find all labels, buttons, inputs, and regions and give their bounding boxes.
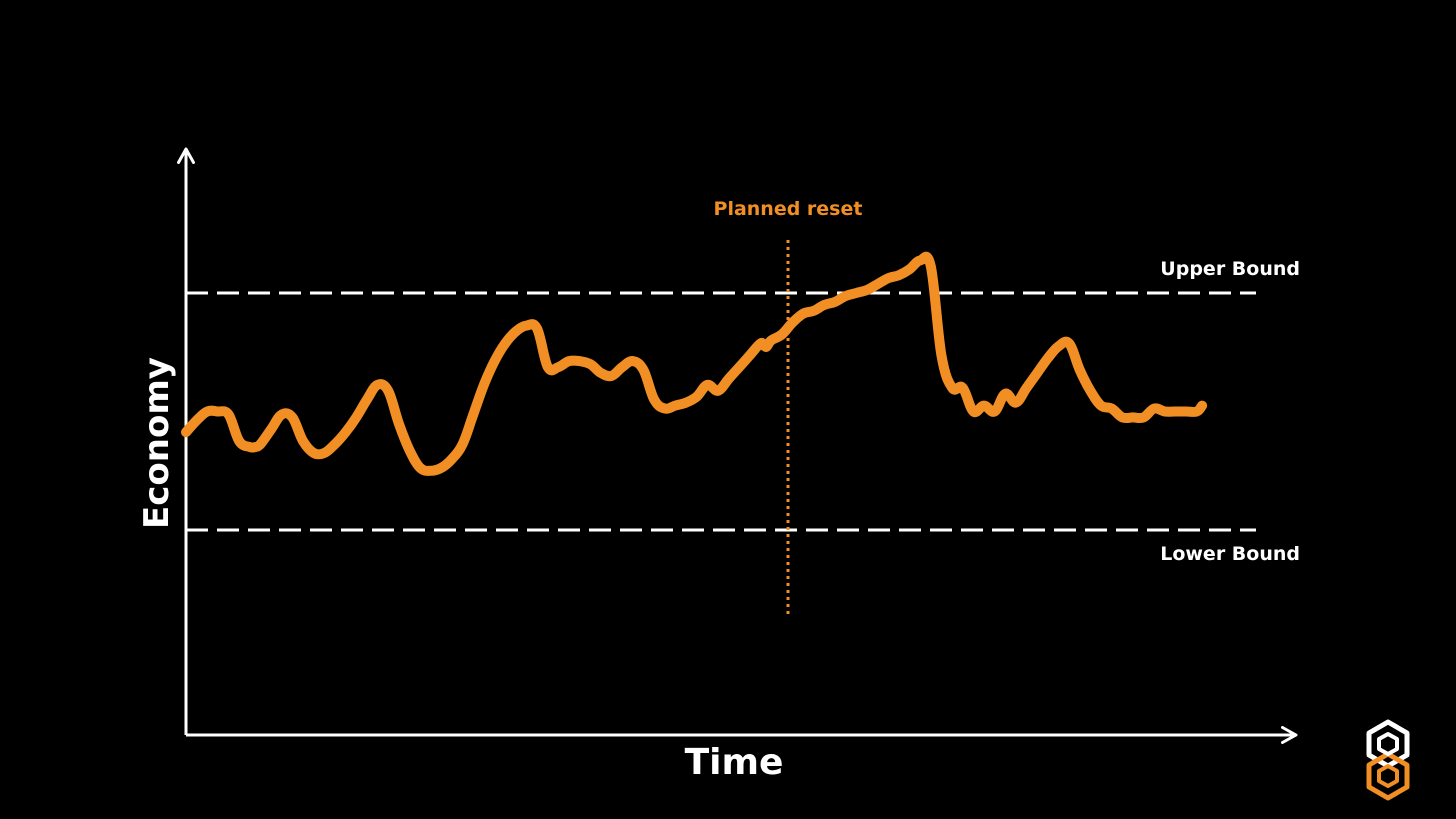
axes (177, 147, 1298, 744)
annotations: Planned reset (714, 198, 863, 615)
planned-reset-label: Planned reset (714, 198, 863, 220)
reference-label-lower: Lower Bound (1160, 543, 1300, 565)
series-layer (181, 251, 1208, 476)
reference-label-upper: Upper Bound (1160, 258, 1300, 280)
hexagon-logo (1366, 719, 1410, 801)
reference-lines: Upper Bound Lower Bound (186, 258, 1300, 565)
series-line-economy (181, 251, 1208, 476)
x-axis-title: Time (685, 742, 784, 783)
y-axis-title: Economy (137, 357, 177, 529)
